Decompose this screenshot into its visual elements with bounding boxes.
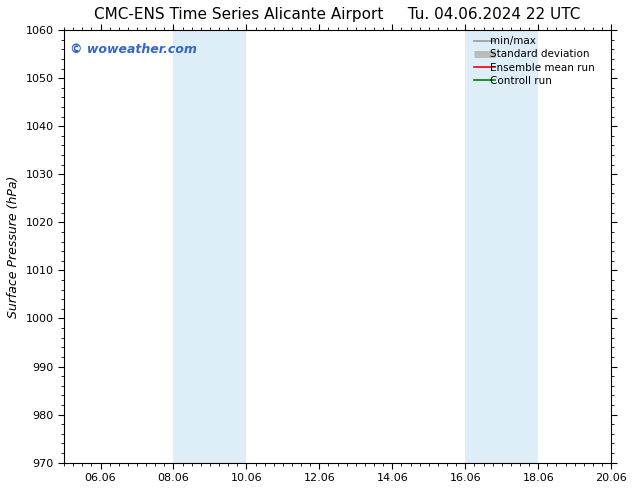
Bar [465,30,538,463]
Legend: min/max, Standard deviation, Ensemble mean run, Controll run: min/max, Standard deviation, Ensemble me… [470,32,609,90]
Bar [174,30,247,463]
Y-axis label: Surface Pressure (hPa): Surface Pressure (hPa) [7,175,20,318]
Text: © woweather.com: © woweather.com [70,43,197,56]
Title: CMC-ENS Time Series Alicante Airport     Tu. 04.06.2024 22 UTC: CMC-ENS Time Series Alicante Airport Tu.… [94,7,581,22]
